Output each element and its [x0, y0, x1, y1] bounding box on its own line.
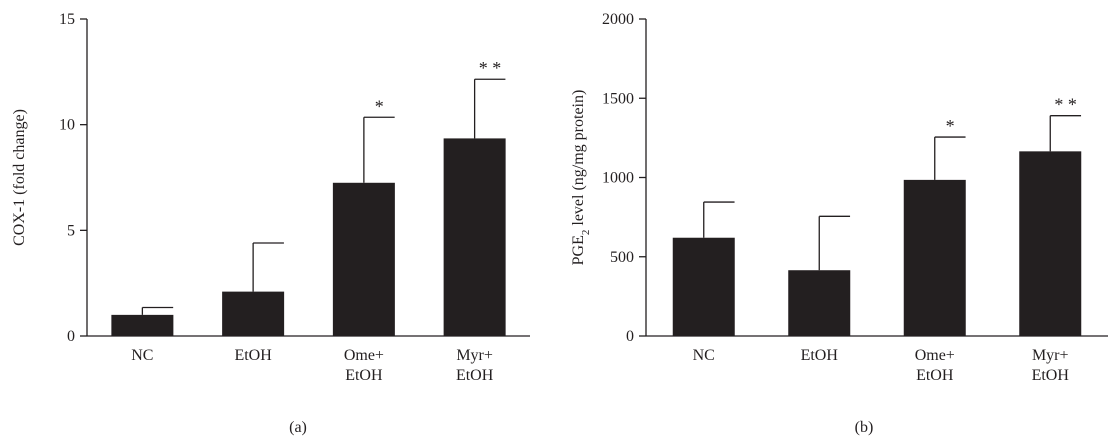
y-tick-label: 1000	[602, 170, 634, 187]
x-tick-label: Myr+	[456, 347, 493, 364]
bar	[672, 237, 735, 336]
x-tick-label: Ome+	[344, 347, 384, 364]
x-tick-label: EtOH	[345, 367, 383, 384]
x-tick-label: EtOH	[916, 367, 954, 384]
y-tick-label: 2000	[602, 11, 634, 28]
bar	[1019, 151, 1082, 336]
y-axis-label-subscript: 2	[580, 230, 592, 236]
y-tick-label: 10	[59, 117, 75, 134]
bar	[111, 314, 174, 336]
x-tick-label: EtOH	[456, 367, 494, 384]
y-tick-label: 5	[67, 222, 75, 239]
panel-label: (b)	[855, 419, 874, 436]
y-axis-label: COX-1 (fold change)	[11, 109, 28, 246]
y-tick-label: 1500	[602, 90, 634, 107]
bar	[443, 138, 506, 336]
significance-mark: * *	[479, 58, 502, 78]
bar	[788, 270, 851, 336]
x-tick-label: EtOH	[234, 347, 272, 364]
y-axis-label-prefix: PGE	[570, 235, 587, 265]
y-tick-label: 0	[67, 328, 75, 345]
y-tick-label: 15	[59, 11, 75, 28]
x-tick-label: NC	[131, 347, 153, 364]
bar	[903, 179, 966, 336]
x-tick-label: Myr+	[1032, 347, 1069, 364]
x-tick-label: NC	[693, 347, 715, 364]
y-tick-label: 500	[610, 249, 634, 266]
significance-mark: * *	[1054, 95, 1077, 115]
x-tick-label: Ome+	[915, 347, 955, 364]
significance-mark: *	[375, 96, 384, 116]
panel-a: 0 5 10 15 COX-1 (fold change) NC EtOH * Ome+ EtOH…	[11, 11, 530, 436]
panel-b: 0 500 1000 1500 2000 PGE2 level (ng/mg protei…	[570, 11, 1108, 436]
bar	[332, 182, 395, 336]
bar	[222, 291, 285, 336]
panel-label: (a)	[289, 419, 307, 436]
x-tick-label: EtOH	[801, 347, 839, 364]
x-tick-label: EtOH	[1032, 367, 1070, 384]
significance-mark: *	[946, 116, 955, 136]
y-tick-label: 0	[626, 328, 634, 345]
y-axis-label-suffix: level (ng/mg protein)	[570, 90, 587, 230]
y-axis-label: PGE2 level (ng/mg protein)	[570, 90, 592, 266]
